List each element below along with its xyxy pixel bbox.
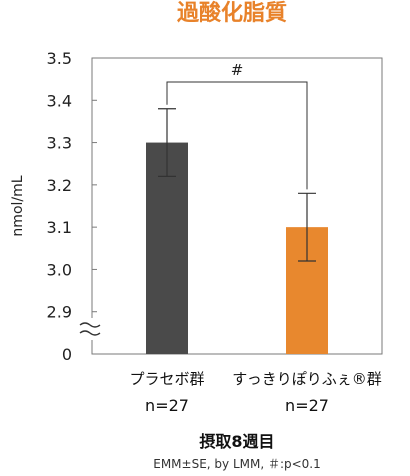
y-tick-label: 3.2 (47, 176, 72, 195)
y-tick-label: 3.5 (47, 49, 72, 68)
axis-break-icon (78, 318, 101, 340)
chart-title: 過酸化脂質 (177, 0, 287, 26)
n-label-active: n=27 (285, 396, 329, 415)
significance-label: # (231, 61, 244, 79)
significance-line (166, 81, 308, 190)
y-axis: 3.5 3.4 3.3 3.2 3.1 3.0 2.9 0 (47, 49, 97, 364)
y-tick-label: 0 (62, 345, 72, 364)
y-axis-label: nmol/mL (10, 175, 26, 236)
error-bars (158, 108, 316, 262)
y-tick-label: 3.4 (47, 91, 72, 110)
y-tick-label: 3.0 (47, 260, 72, 279)
y-tick-label: 3.3 (47, 134, 72, 153)
y-tick-label: 2.9 (47, 303, 72, 322)
category-label-placebo: プラセボ群 (129, 370, 204, 388)
x-axis-label: 摂取8週目 (199, 432, 274, 451)
n-label-placebo: n=27 (145, 396, 189, 415)
significance-bracket: # (166, 61, 308, 190)
category-label-active: すっきりぽりふぇ®群 (232, 370, 381, 388)
footnote: EMM±SE, by LMM, ＃:p<0.1 (153, 457, 321, 471)
y-tick-label: 3.1 (47, 218, 72, 237)
bar-0 (146, 142, 188, 354)
plot-frame (91, 57, 383, 355)
bars (146, 142, 328, 354)
